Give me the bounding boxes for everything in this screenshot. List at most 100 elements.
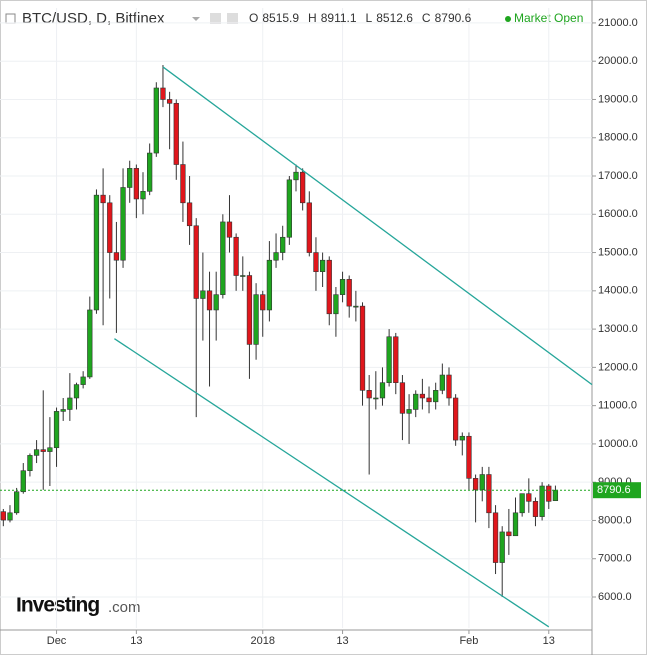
candle [466,432,472,490]
x-tick-label: 13 [336,635,348,647]
trendline [114,338,550,628]
candle [40,390,46,490]
candle-body [386,336,392,383]
candle-body [193,225,199,299]
candle [373,371,379,410]
candle-body [273,252,279,261]
ohlc-value: 8790.6 [435,11,472,25]
candle-body [100,194,106,204]
candle-body [180,164,186,204]
candle [326,256,332,326]
candle-body [466,435,472,479]
candle-body [173,102,179,165]
x-tick-label: Feb [459,635,478,647]
y-tick-label: 6000.0 [598,591,632,603]
candle [319,252,326,287]
candle [433,382,439,410]
candle-body [213,294,219,311]
candle-body [87,309,93,378]
candle [27,453,33,477]
candle [406,394,412,444]
candle [113,221,120,333]
candle [479,466,485,502]
candle-body [546,485,552,502]
candle-body [93,194,100,311]
candle-body [326,259,332,315]
y-tick-label: 7000.0 [598,553,632,565]
candle-body [166,99,173,104]
candle-body [393,336,399,383]
x-tick-label: 13 [130,635,142,647]
status-dot [505,16,511,22]
candle-body [366,390,372,399]
candle [73,382,80,410]
candle [386,329,392,387]
x-tick-label: 2018 [250,635,274,647]
candle [260,290,266,337]
candle-body [40,449,46,452]
price-label-box [593,482,641,499]
y-tick-label: 19000.0 [598,93,638,105]
candle [226,195,233,253]
y-tick-label: 8000.0 [598,514,632,526]
candle-body [260,294,266,311]
ohlc-label: O [249,11,258,25]
candle [539,482,545,521]
candle [346,275,352,318]
candle [186,176,193,245]
candle-body [147,152,153,192]
candle [93,189,100,314]
candle [359,302,366,406]
candle-body [27,455,33,472]
candle-body [233,236,239,276]
candle-body [373,397,379,400]
ohlc-value: 8512.6 [376,11,413,25]
eye-icon[interactable] [210,13,221,24]
candle [439,363,445,395]
dropdown-icon[interactable] [192,17,200,21]
settings-icon[interactable] [227,13,238,24]
candle [80,371,86,389]
candle [206,271,213,387]
candle-body [506,531,512,537]
candle-body [353,305,359,308]
candle [47,417,53,487]
candle-body [280,236,286,253]
candle [173,99,179,180]
candle [53,407,60,467]
candle-body [107,202,113,253]
candle [366,375,372,475]
candle-body [319,259,326,272]
candle-body [14,491,20,514]
candle [266,241,273,322]
candle [107,195,113,299]
candle-body [286,179,292,238]
candle-body [53,411,60,449]
watermark-suffix: .com [108,599,141,616]
y-tick-label: 20000.0 [598,55,638,67]
candle-body [7,512,13,521]
y-tick-label: 13000.0 [598,323,638,335]
x-tick-label: 13 [543,635,555,647]
candle-body [532,501,539,517]
candle-body [240,275,246,277]
candle-body [419,393,426,399]
candle-body [133,168,139,200]
candle [306,191,312,257]
candle [67,373,73,421]
candle-body [453,397,459,441]
candle [33,440,40,464]
candle-body [499,531,505,563]
candle [552,485,559,502]
candle [7,505,13,523]
candle [519,493,525,517]
candle [153,82,159,157]
candle-body [266,259,273,311]
candle [60,397,66,421]
candle-body [186,202,193,227]
candle-body [120,187,126,261]
candle [213,271,219,341]
candle [426,386,432,414]
candle [100,168,106,326]
